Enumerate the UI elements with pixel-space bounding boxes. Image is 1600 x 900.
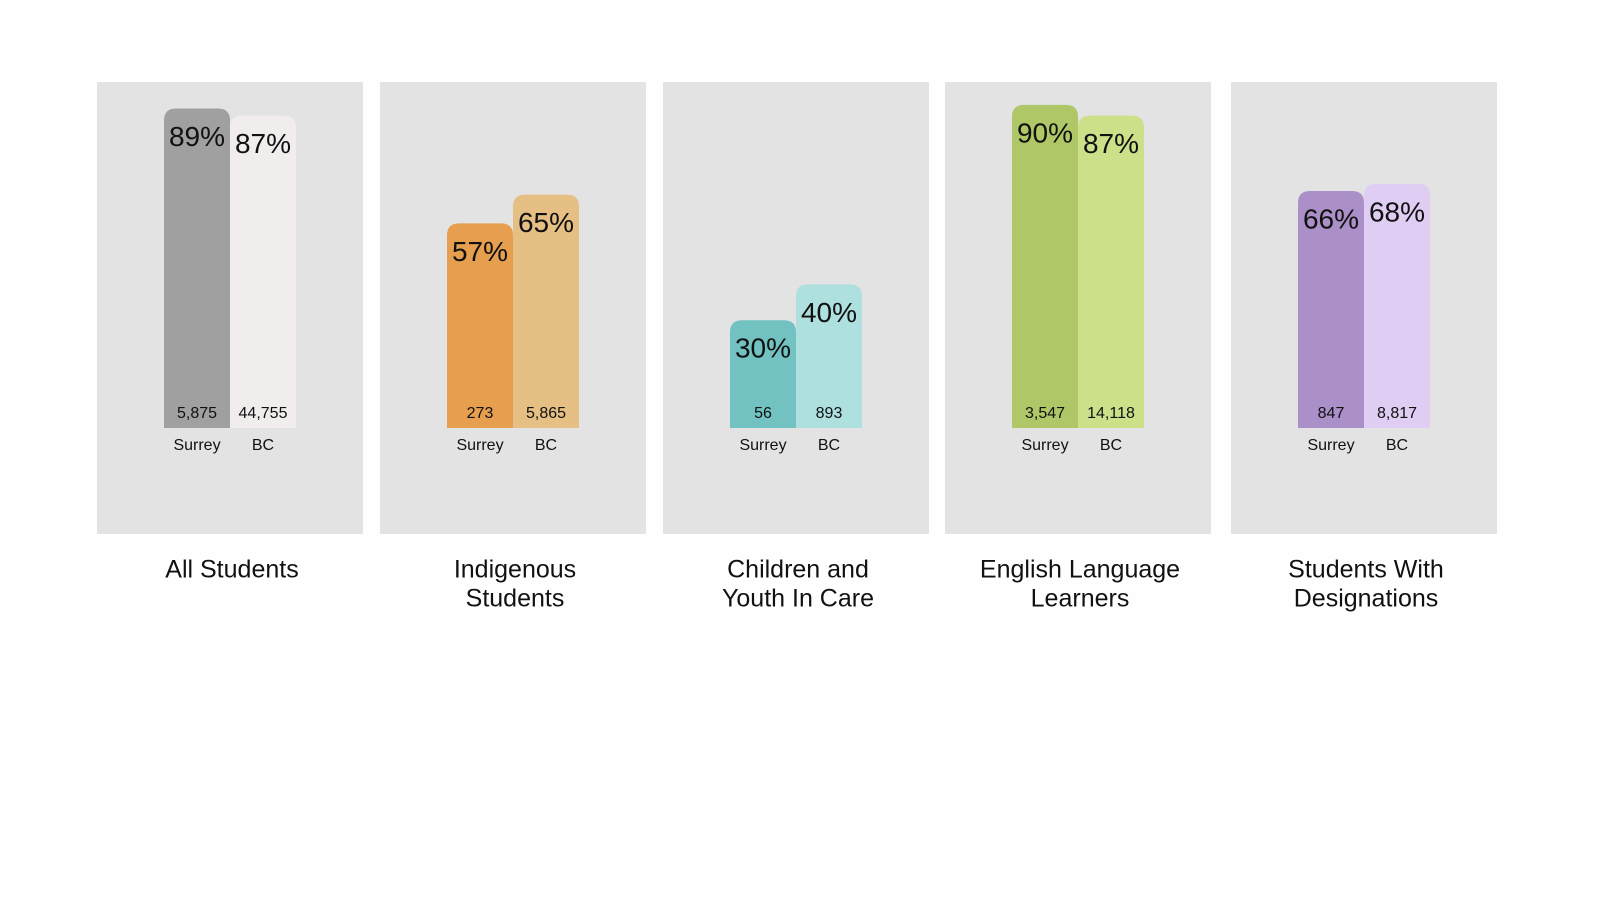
value-label: 40% — [801, 297, 857, 328]
category-label: Surrey — [173, 437, 220, 454]
panel-title: Children and — [727, 556, 869, 584]
category-label: BC — [535, 437, 557, 454]
panel-title: Learners — [1031, 585, 1130, 613]
category-label: BC — [1100, 437, 1122, 454]
category-label: Surrey — [1021, 437, 1068, 454]
category-label: Surrey — [456, 437, 503, 454]
panel-title: Youth In Care — [722, 585, 874, 613]
count-label: 893 — [816, 405, 843, 422]
panel-title: Indigenous — [454, 556, 576, 584]
bar — [164, 108, 230, 429]
bar — [1364, 183, 1430, 428]
value-label: 30% — [735, 333, 791, 364]
category-label: Surrey — [739, 437, 786, 454]
value-label: 89% — [169, 121, 225, 152]
count-label: 5,865 — [526, 405, 566, 422]
bar — [513, 194, 579, 428]
value-label: 90% — [1017, 117, 1073, 148]
bar — [1078, 115, 1144, 429]
count-label: 44,755 — [239, 405, 288, 422]
panel-title: All Students — [165, 556, 298, 584]
count-label: 273 — [467, 405, 494, 422]
category-label: Surrey — [1307, 437, 1354, 454]
panel-title: Students — [466, 585, 565, 613]
panel-title: English Language — [980, 556, 1180, 584]
value-label: 87% — [1083, 128, 1139, 159]
count-label: 8,817 — [1377, 405, 1417, 422]
value-label: 66% — [1303, 203, 1359, 234]
bar — [230, 115, 296, 429]
bar — [730, 320, 796, 428]
bar — [796, 284, 862, 428]
value-label: 65% — [518, 207, 574, 238]
bar — [1012, 104, 1078, 429]
panel-title: Students With — [1288, 556, 1444, 584]
category-label: BC — [1386, 437, 1408, 454]
count-label: 56 — [754, 405, 772, 422]
count-label: 5,875 — [177, 405, 217, 422]
value-label: 57% — [452, 236, 508, 267]
value-label: 68% — [1369, 196, 1425, 227]
panel-title: Designations — [1294, 585, 1439, 613]
category-label: BC — [252, 437, 274, 454]
category-label: BC — [818, 437, 840, 454]
count-label: 847 — [1318, 405, 1345, 422]
bar — [447, 223, 513, 428]
bar — [1298, 191, 1364, 428]
count-label: 14,118 — [1087, 405, 1135, 422]
count-label: 3,547 — [1025, 405, 1065, 422]
value-label: 87% — [235, 128, 291, 159]
